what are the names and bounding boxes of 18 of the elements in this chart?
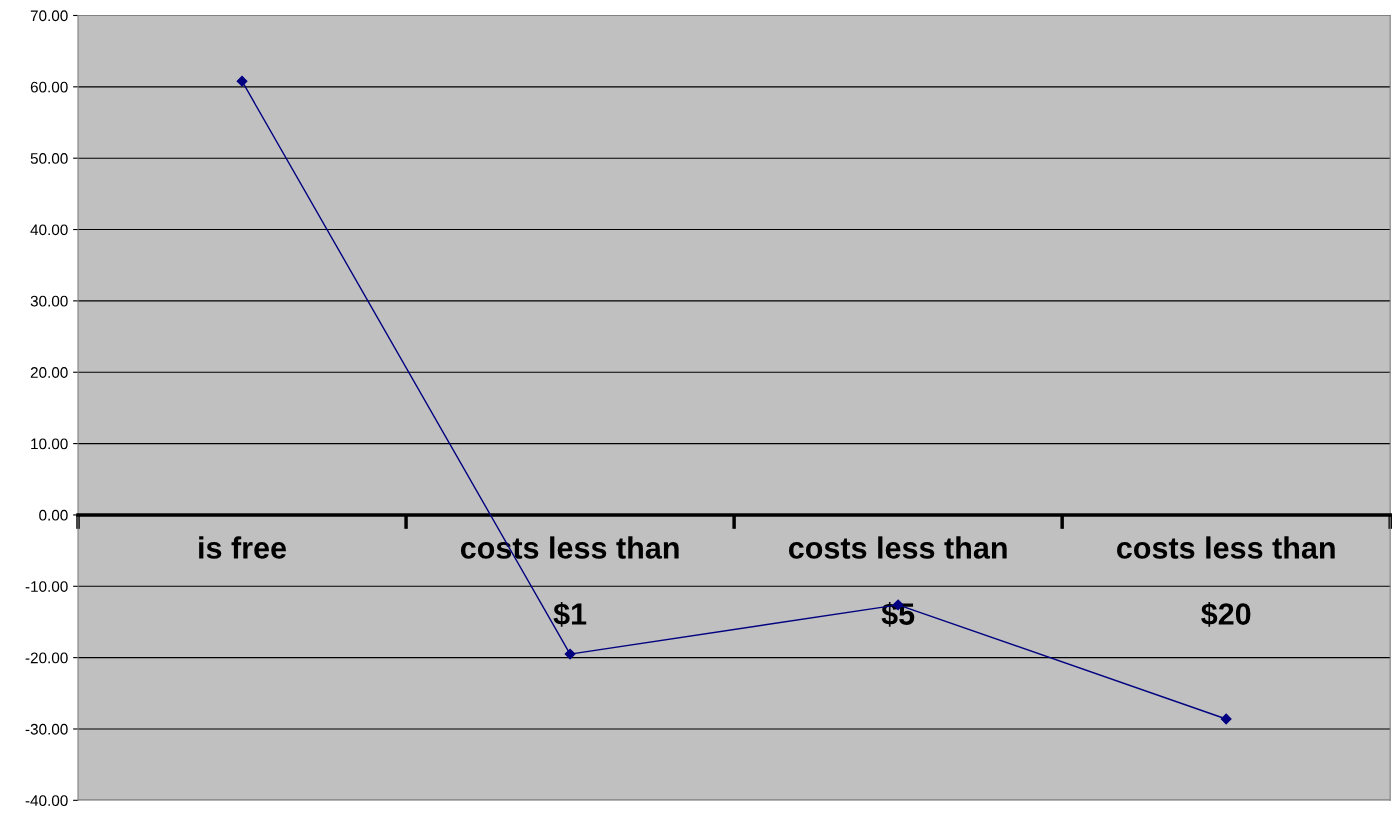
y-tick-label: 20.00 bbox=[30, 367, 68, 378]
point bbox=[236, 75, 248, 87]
y-tick-label: 10.00 bbox=[31, 438, 68, 450]
y-tick-label: 0.00 bbox=[39, 509, 68, 521]
y-tick-label: -30.00 bbox=[25, 723, 68, 735]
y-tick-label: -40.00 bbox=[25, 795, 68, 807]
category-label: costs less than $20 bbox=[1117, 536, 1335, 627]
y-tick-label: 70.00 bbox=[30, 10, 68, 22]
point bbox=[1220, 713, 1232, 725]
y-tick-label: 40.00 bbox=[30, 224, 68, 236]
category-label: costs less than $5 bbox=[788, 536, 1007, 627]
x-tick-label: is free bbox=[199, 536, 287, 559]
y-tick-label: 50.00 bbox=[30, 153, 68, 164]
y-tick-label: -20.00 bbox=[25, 652, 68, 664]
y-tick-label: -10.00 bbox=[25, 581, 68, 592]
y-tick-label: 60.00 bbox=[30, 81, 68, 93]
point bbox=[564, 648, 576, 660]
y-tick-label: 30.00 bbox=[30, 295, 68, 307]
